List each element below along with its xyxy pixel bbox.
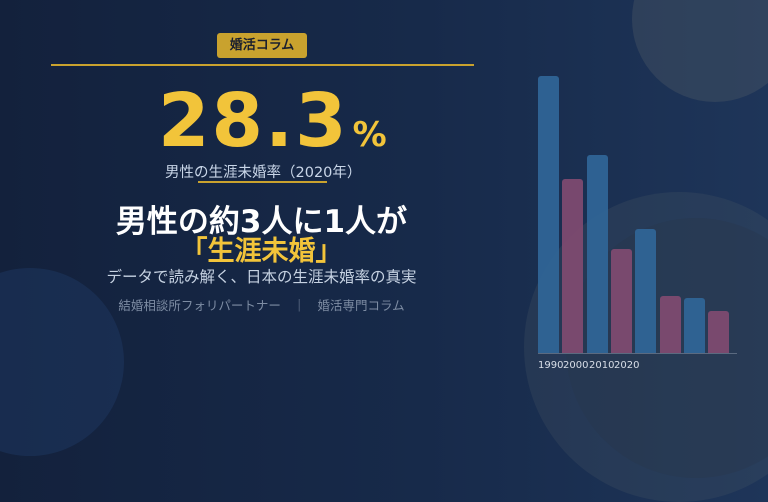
chart-bar-pink <box>562 179 584 353</box>
x-tick-label: 2000 <box>563 360 589 371</box>
x-tick-label: 2010 <box>589 360 615 371</box>
statistic-caption: 男性の生涯未婚率（2020年） <box>165 165 362 181</box>
footer: 結婚相談所フォリパートナー ｜ 婚活専門コラム <box>0 295 523 314</box>
category-badge: 婚活コラム <box>217 33 307 58</box>
chart-bar-blue <box>683 298 705 353</box>
footer-brand: 結婚相談所フォリパートナー <box>118 298 281 313</box>
x-tick-label: 2020 <box>614 360 640 371</box>
statistic-value: 28.3 <box>158 78 349 164</box>
chart-bar-pink <box>659 296 681 353</box>
chart-bar-blue <box>538 76 559 353</box>
headline-accent: 「生涯未婚」 <box>180 236 343 267</box>
chart-bar-blue <box>635 229 657 353</box>
x-axis <box>538 353 737 354</box>
statistic-unit: % <box>352 115 387 155</box>
footer-category: 婚活専門コラム <box>317 298 405 313</box>
key-statistic: 28.3% <box>158 84 387 158</box>
chart-bar-pink <box>708 311 730 353</box>
decorative-bar-chart: 1990 2000 2010 2020 <box>538 60 738 380</box>
caption-underline <box>198 181 327 183</box>
footer-separator: ｜ <box>292 298 306 313</box>
headline: 男性の約3人に1人が <box>115 204 408 240</box>
chart-bar-pink <box>610 249 632 353</box>
x-tick-label: 1990 <box>538 360 564 371</box>
chart-bar-blue <box>586 155 608 353</box>
gold-divider <box>51 64 474 66</box>
description: データで読み解く、日本の生涯未婚率の真実 <box>106 268 417 286</box>
